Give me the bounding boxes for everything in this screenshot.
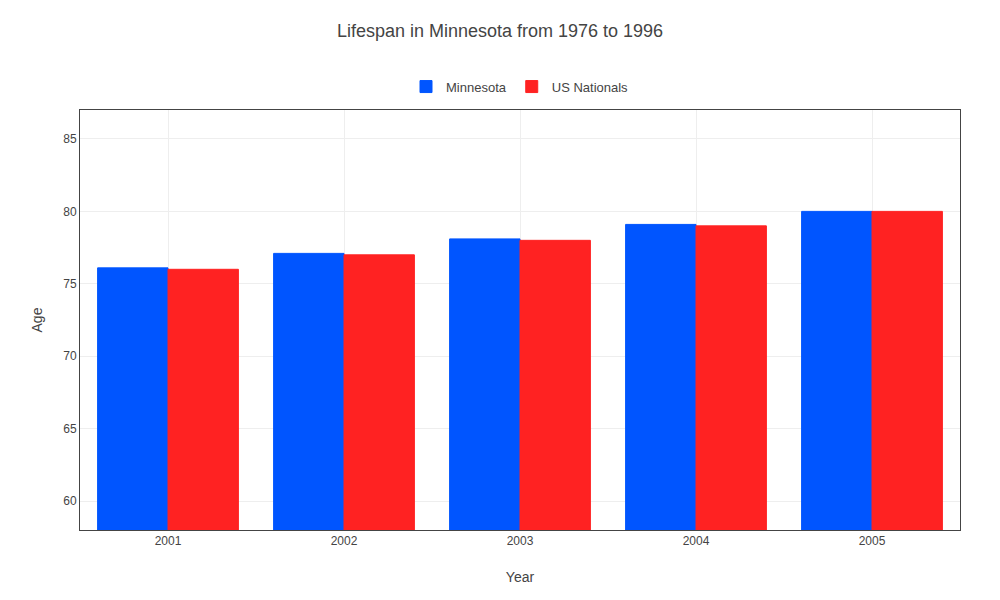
svg-text:2002: 2002 [331, 534, 358, 548]
svg-text:Year: Year [506, 569, 535, 585]
svg-text:70: 70 [63, 349, 77, 363]
svg-text:2001: 2001 [155, 534, 182, 548]
svg-text:US Nationals: US Nationals [552, 80, 628, 95]
svg-text:2003: 2003 [507, 534, 534, 548]
svg-text:Age: Age [29, 307, 45, 332]
svg-text:75: 75 [63, 277, 77, 291]
svg-text:65: 65 [63, 422, 77, 436]
svg-text:80: 80 [63, 205, 77, 219]
svg-text:85: 85 [63, 132, 77, 146]
svg-text:2004: 2004 [683, 534, 710, 548]
svg-text:2005: 2005 [859, 534, 886, 548]
svg-text:Lifespan in Minnesota from 197: Lifespan in Minnesota from 1976 to 1996 [337, 21, 663, 41]
svg-text:60: 60 [63, 494, 77, 508]
svg-text:Minnesota: Minnesota [446, 80, 507, 95]
